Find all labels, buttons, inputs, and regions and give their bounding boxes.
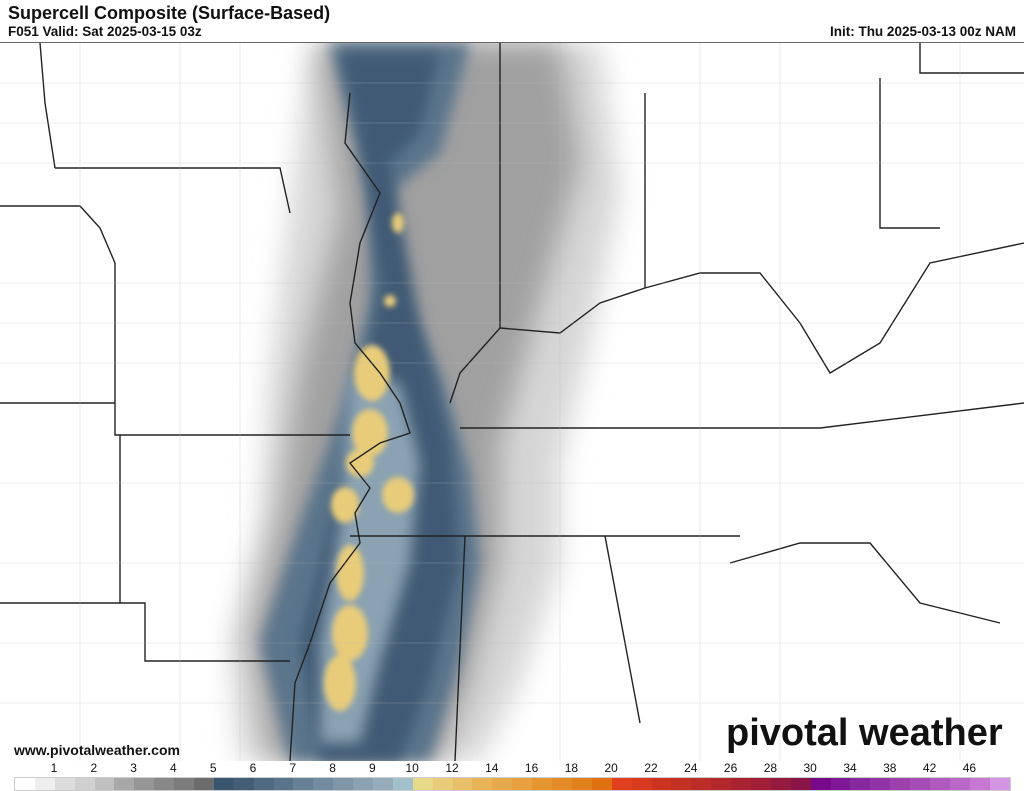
colorbar-label: 1	[50, 761, 58, 775]
colorbar-label: 26	[723, 761, 738, 775]
colorbar-label: 16	[524, 761, 539, 775]
colorbar-swatch	[651, 778, 672, 790]
colorbar-label: 12	[445, 761, 459, 775]
website-watermark: www.pivotalweather.com	[14, 742, 180, 758]
colorbar-label: 38	[883, 761, 897, 775]
colorbar-label: 8	[329, 761, 336, 775]
colorbar-swatch	[174, 778, 195, 790]
county-grid	[0, 43, 1024, 761]
colorbar-swatch	[571, 778, 592, 790]
colorbar	[14, 777, 1011, 791]
colorbar-swatch	[631, 778, 652, 790]
colorbar-label: 24	[684, 761, 698, 775]
colorbar-label: 7	[289, 761, 297, 775]
colorbar-swatch	[233, 778, 254, 790]
init-time: Init: Thu 2025-03-13 00z NAM	[829, 24, 1016, 39]
colorbar-swatch	[949, 778, 970, 790]
colorbar-swatch	[15, 778, 35, 790]
colorbar-label: 6	[249, 761, 257, 775]
colorbar-swatch	[830, 778, 851, 790]
colorbar-swatch	[969, 778, 990, 790]
colorbar-swatch	[552, 778, 572, 790]
colorbar-swatch	[910, 778, 930, 790]
colorbar-swatch	[472, 778, 493, 790]
scp-field	[230, 43, 620, 761]
colorbar-swatch	[750, 778, 771, 790]
colorbar-label: 28	[763, 761, 778, 775]
colorbar-swatch	[373, 778, 393, 790]
colorbar-swatch	[432, 778, 453, 790]
weather-map	[0, 42, 1024, 761]
colorbar-swatch	[154, 778, 175, 790]
state-borders	[0, 43, 1024, 761]
colorbar-label: 46	[962, 761, 977, 775]
colorbar-labels: 1 2 3 4 5 6 7 8 9 10 12 14 16 18 20 22 24 26 28 30 34 38 42 46	[0, 761, 1024, 775]
colorbar-label: 18	[564, 761, 579, 775]
colorbar-swatch	[492, 778, 513, 790]
colorbar-swatch	[353, 778, 374, 790]
colorbar-swatch	[929, 778, 950, 790]
colorbar-label: 14	[485, 761, 499, 775]
colorbar-label: 4	[170, 761, 177, 775]
colorbar-swatch	[114, 778, 135, 790]
colorbar-swatch	[412, 778, 433, 790]
colorbar-swatch	[810, 778, 831, 790]
colorbar-swatch	[213, 778, 234, 790]
colorbar-label: 9	[369, 761, 376, 775]
colorbar-swatch	[273, 778, 294, 790]
pivotal-weather-logo: pivotal weather	[726, 712, 1003, 754]
colorbar-label: 42	[922, 761, 937, 775]
colorbar-swatch	[452, 778, 473, 790]
colorbar-swatch	[293, 778, 314, 790]
colorbar-swatch	[34, 778, 55, 790]
colorbar-label: 22	[644, 761, 658, 775]
colorbar-swatch	[711, 778, 732, 790]
colorbar-swatch	[512, 778, 533, 790]
colorbar-swatch	[94, 778, 115, 790]
colorbar-swatch	[333, 778, 354, 790]
colorbar-label: 30	[803, 761, 817, 775]
colorbar-label: 3	[130, 761, 137, 775]
colorbar-label: 34	[843, 761, 857, 775]
colorbar-swatch	[731, 778, 751, 790]
colorbar-swatch	[671, 778, 692, 790]
colorbar-swatch	[890, 778, 911, 790]
colorbar-swatch	[313, 778, 334, 790]
colorbar-swatch	[54, 778, 75, 790]
valid-time: F051 Valid: Sat 2025-03-15 03z	[8, 24, 202, 39]
colorbar-swatch	[691, 778, 712, 790]
colorbar-swatch	[611, 778, 632, 790]
colorbar-swatch	[870, 778, 891, 790]
colorbar-swatch	[134, 778, 155, 790]
colorbar-swatch	[850, 778, 871, 790]
colorbar-swatch	[770, 778, 791, 790]
map-title: Supercell Composite (Surface-Based)	[8, 3, 331, 23]
colorbar-swatch	[253, 778, 274, 790]
colorbar-label: 5	[209, 761, 217, 775]
colorbar-swatch	[194, 778, 214, 790]
colorbar-label: 10	[405, 761, 419, 775]
colorbar-swatch	[74, 778, 95, 790]
colorbar-swatch	[591, 778, 612, 790]
colorbar-swatch	[790, 778, 811, 790]
colorbar-swatch	[532, 778, 553, 790]
colorbar-label: 20	[604, 761, 618, 775]
colorbar-swatch	[989, 778, 1010, 790]
colorbar-swatch	[392, 778, 413, 790]
colorbar-label: 2	[90, 761, 98, 775]
